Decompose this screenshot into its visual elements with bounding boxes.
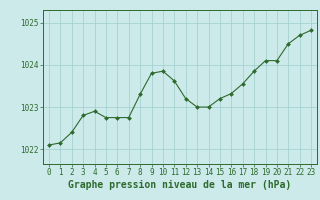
X-axis label: Graphe pression niveau de la mer (hPa): Graphe pression niveau de la mer (hPa)	[68, 180, 292, 190]
